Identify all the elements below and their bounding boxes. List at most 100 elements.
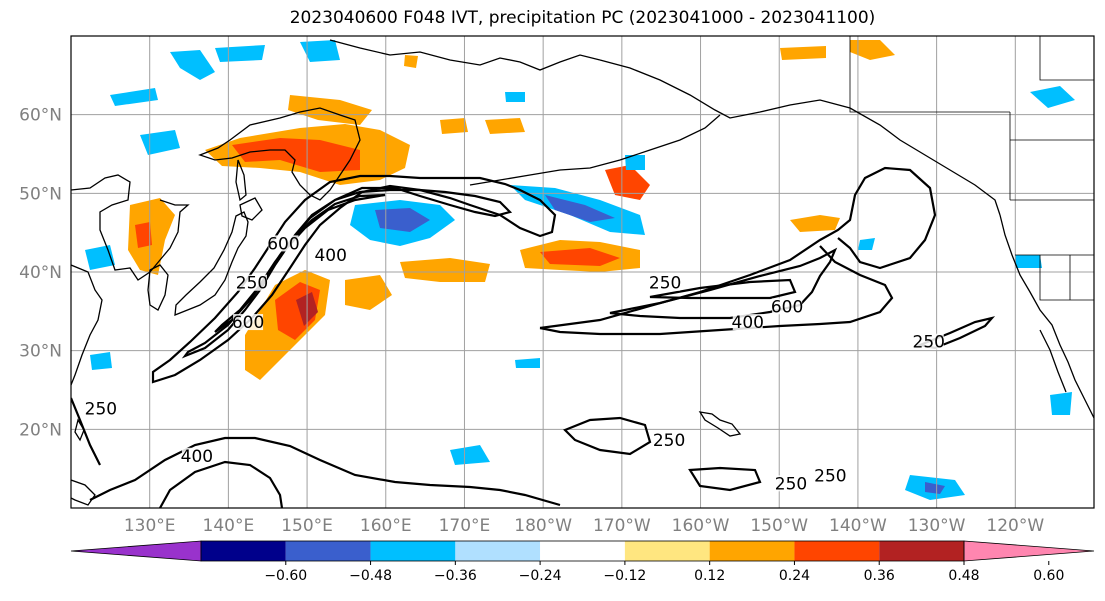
colorbar: −0.60 −0.48 −0.36 −0.24 −0.12 0.12 0.24 0.36 0.4… <box>70 540 1095 584</box>
precip-negative-blob <box>110 88 158 106</box>
colorbar-extend-min <box>70 540 202 562</box>
colorbar-tick-label: 0.36 <box>864 568 895 584</box>
coastline-hawaii <box>698 411 742 437</box>
contour-label-text: 600 <box>232 313 264 333</box>
precip-positive-blob <box>400 258 490 282</box>
colorbar-segment <box>370 541 456 561</box>
contour-label-text: 250 <box>775 474 807 494</box>
contour-label-text: 400 <box>181 447 213 467</box>
border-canada-alaska <box>849 36 1010 113</box>
precip-positive-blob <box>850 40 895 60</box>
colorbar-tick-label: −0.24 <box>519 568 562 584</box>
coastline-alaska <box>599 59 1001 216</box>
lon-tick-label: 160°E <box>360 516 412 536</box>
precip-positive-core <box>540 248 620 266</box>
lon-tick-label: 170°W <box>593 516 651 536</box>
lon-tick-label: 140°E <box>203 516 255 536</box>
ivt-contour-labels: 250 400 250 600 600 400 250 400 600 250 250 250 250 <box>85 234 945 494</box>
coastline-japan <box>174 211 249 317</box>
colorbar-segment <box>540 541 625 561</box>
lon-tick-label: 120°W <box>986 516 1044 536</box>
colorbar-segment <box>624 541 710 561</box>
contour-label: 250 <box>649 274 681 294</box>
contour-label: 250 <box>913 333 945 353</box>
precip-positive-blob <box>790 215 840 232</box>
colorbar-segment <box>201 541 286 561</box>
precip-positive-blob <box>485 118 525 134</box>
lon-tick-label: 140°W <box>829 516 887 536</box>
colorbar-outline <box>200 540 965 562</box>
political-boundaries <box>849 36 1094 301</box>
graticule <box>71 36 1094 508</box>
colorbar-segment <box>794 541 880 561</box>
colorbar-segment <box>455 541 541 561</box>
ivt-contour-250-west <box>151 174 557 384</box>
ivt-contour-250-south <box>89 436 561 507</box>
precip-negative-core <box>545 195 615 222</box>
precip-positive-blob <box>128 198 175 275</box>
precip-positive-blob <box>345 275 392 310</box>
colorbar-segment <box>285 541 371 561</box>
contour-label: 250 <box>85 400 117 420</box>
contour-label-text: 250 <box>913 333 945 353</box>
precip-negative-blob <box>625 155 645 170</box>
border-us-states <box>1015 254 1094 301</box>
ivt-contour-250-southcenter <box>563 416 652 456</box>
precip-positive-blob <box>288 95 372 125</box>
ivt-contour-250-east-lower <box>539 245 894 336</box>
contour-label-text: 400 <box>314 246 346 266</box>
contour-label: 400 <box>181 447 213 467</box>
contour-label: 250 <box>236 274 268 294</box>
contour-label: 250 <box>814 466 846 486</box>
contour-label: 400 <box>732 313 764 333</box>
latitude-labels: 60°N 50°N 40°N 30°N 20°N <box>19 106 62 441</box>
precip-negative-blob <box>515 358 540 368</box>
contour-label-text: 250 <box>653 431 685 451</box>
contour-label: 600 <box>267 234 299 254</box>
contour-label: 600 <box>232 313 264 333</box>
precip-negative-blob <box>450 445 490 465</box>
lon-tick-label: 170°E <box>439 516 491 536</box>
colorbar-extend-max <box>963 540 1095 562</box>
precip-negative-blob <box>1015 255 1042 268</box>
lat-tick-label: 20°N <box>19 420 62 440</box>
contour-label: 250 <box>653 431 685 451</box>
colorbar-tick-label: −0.36 <box>434 568 477 584</box>
lon-tick-label: 150°E <box>281 516 333 536</box>
precip-positive-blob <box>440 118 468 134</box>
colorbar-tick-label: −0.60 <box>264 568 307 584</box>
coastlines <box>71 39 1094 506</box>
lat-tick-label: 30°N <box>19 342 62 362</box>
ivt-contour-250-southeast <box>688 466 762 492</box>
contour-label: 600 <box>771 297 803 317</box>
coastline-asia <box>71 174 190 281</box>
border-canada-provinces <box>1009 36 1094 200</box>
colorbar-tick-label: −0.48 <box>349 568 392 584</box>
longitude-labels: 130°E 140°E 150°E 160°E 170°E 180°W 170°W 160°W… <box>124 516 1045 536</box>
precip-positive-blob <box>404 55 418 68</box>
coastline-korea <box>147 264 169 311</box>
precip-negative-blob <box>300 40 340 62</box>
precip-positive-core <box>232 138 360 172</box>
precip-negative-blob <box>858 238 875 250</box>
lat-tick-label: 40°N <box>19 263 62 283</box>
precip-negative-blob <box>170 50 215 80</box>
colorbar-segment <box>709 541 795 561</box>
precip-negative-core <box>925 482 945 494</box>
contour-label-text: 250 <box>236 274 268 294</box>
colorbar-tick-label: −0.12 <box>603 568 646 584</box>
contour-label: 400 <box>314 246 346 266</box>
precip-negative-blob <box>90 352 112 370</box>
precip-negative-blob <box>215 45 265 62</box>
precip-positive-blob <box>605 165 650 200</box>
lon-tick-label: 160°W <box>672 516 730 536</box>
lon-tick-label: 180°W <box>514 516 572 536</box>
contour-label-text: 400 <box>732 313 764 333</box>
coastline-chukotka <box>329 39 601 71</box>
colorbar-tick-label: 0.24 <box>779 568 810 584</box>
precip-negative-blob <box>505 92 525 102</box>
lat-tick-label: 60°N <box>19 106 62 126</box>
colorbar-tick-label: 0.12 <box>694 568 725 584</box>
map-frame <box>70 35 1095 509</box>
